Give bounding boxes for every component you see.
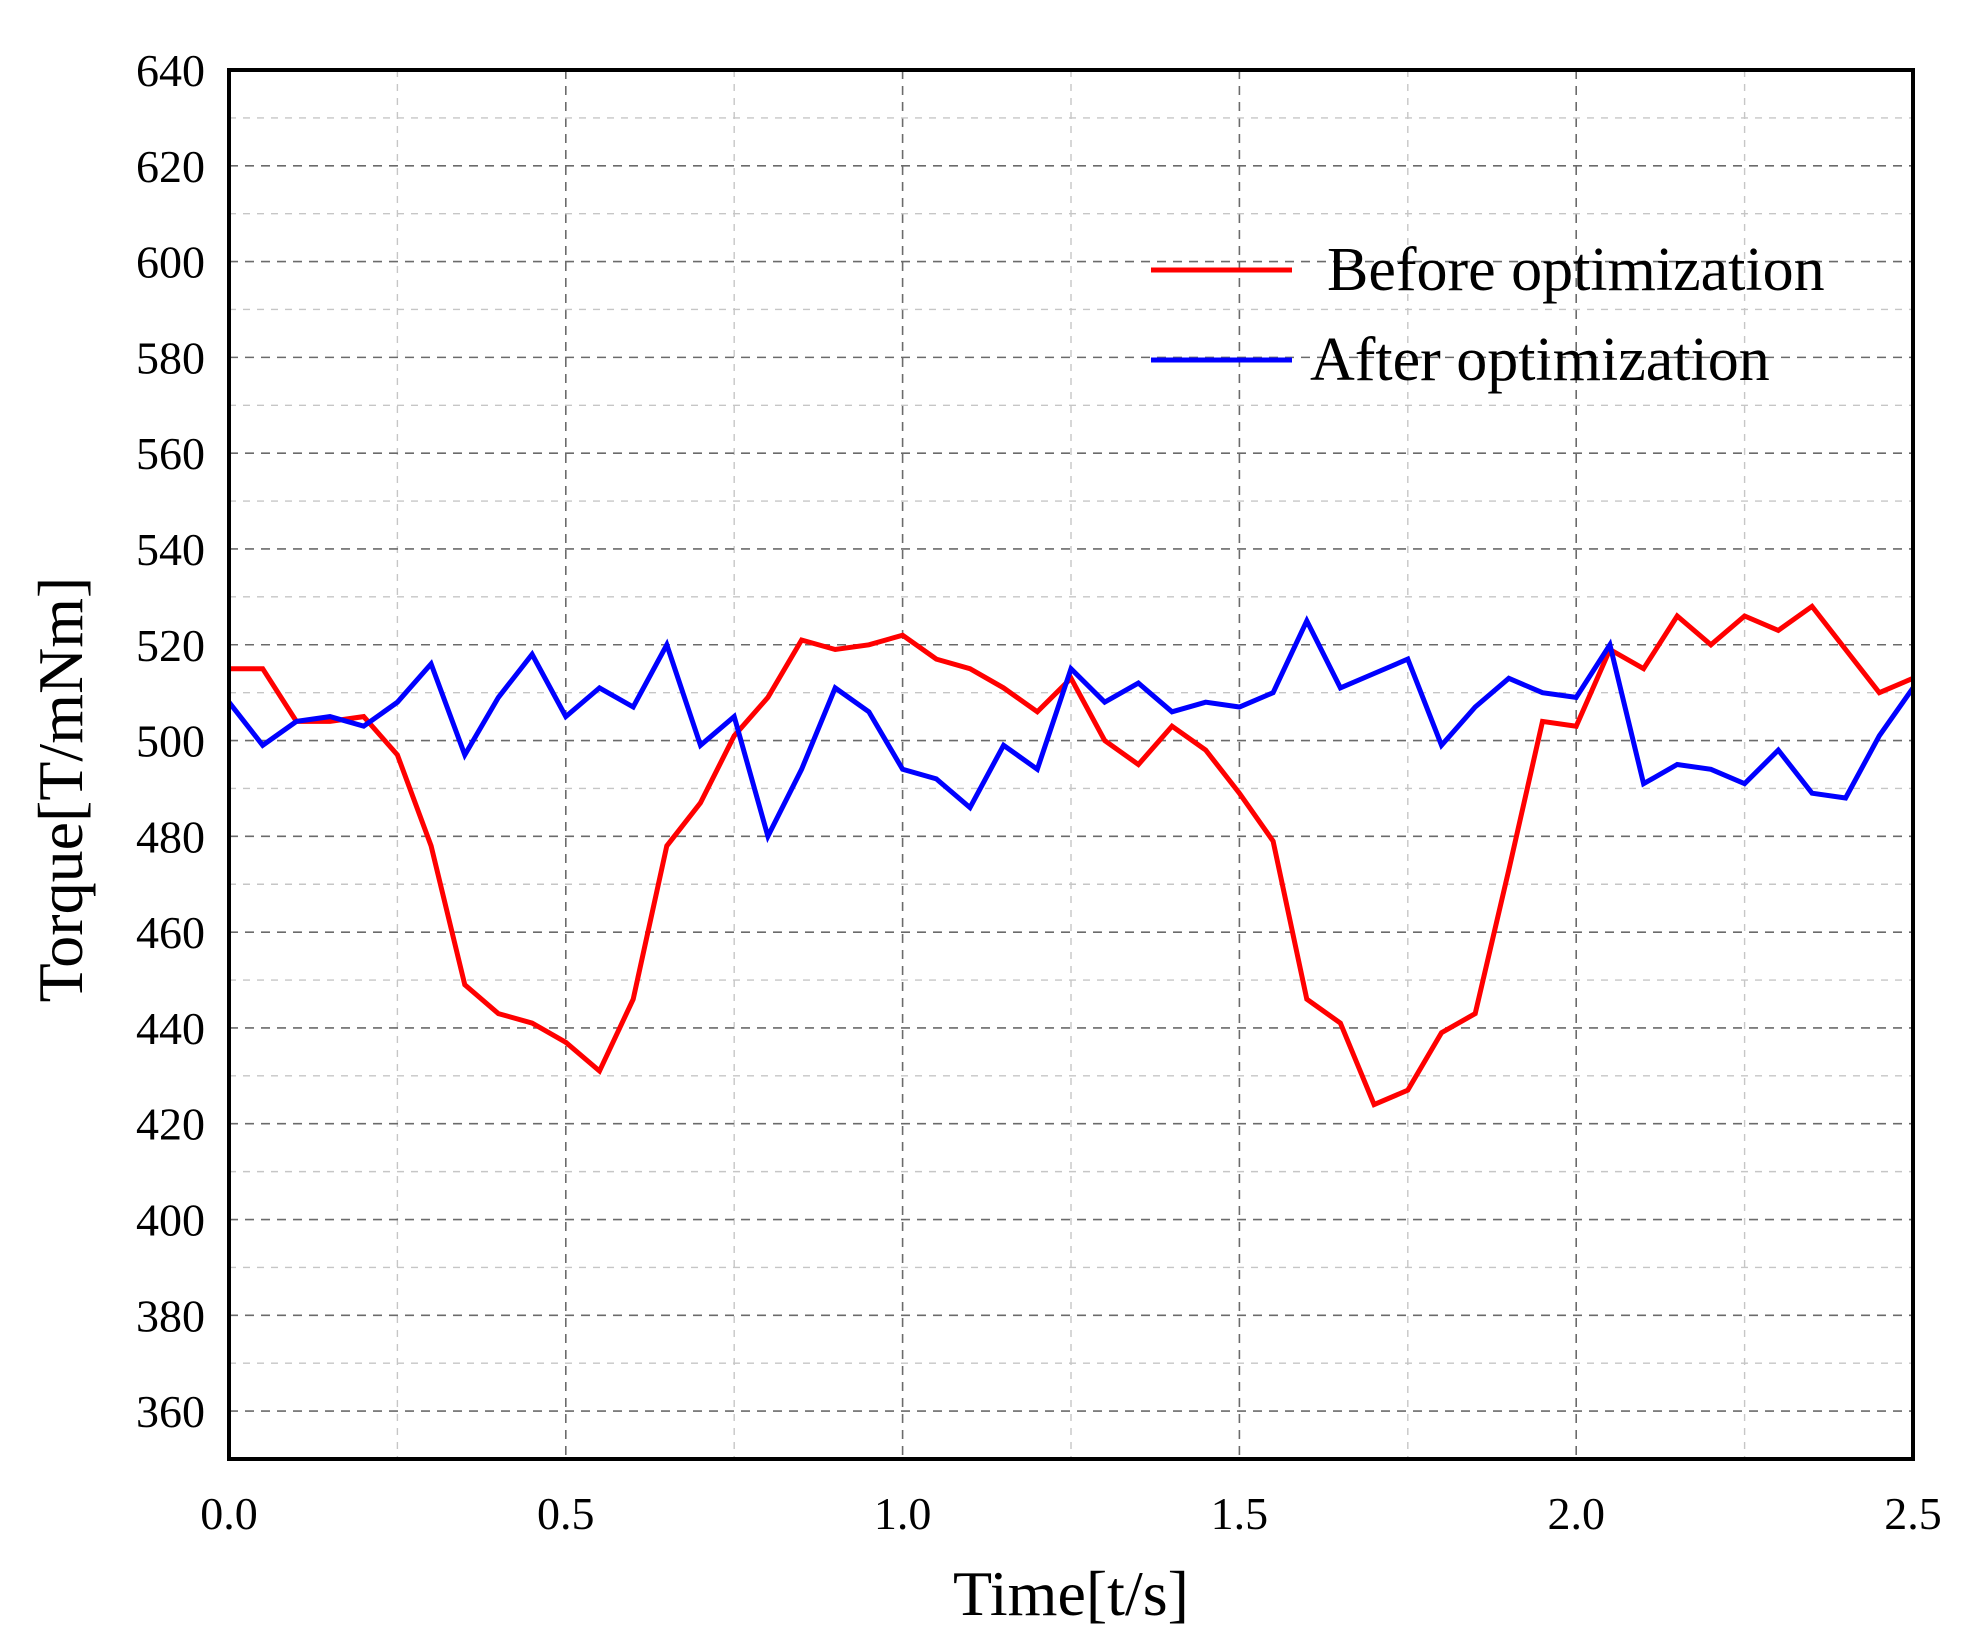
y-tick-label: 620 (136, 141, 205, 192)
y-axis-tick-labels: 360 380 400 420 440 460 480 500 520 540 560 580 600 6… (136, 45, 205, 1437)
x-axis-title: Time[t/s] (953, 1558, 1189, 1629)
y-tick-label: 460 (136, 907, 205, 958)
x-tick-label: 0.5 (537, 1488, 595, 1539)
y-tick-label: 540 (136, 524, 205, 575)
legend-label-before-optimization: Before optimization (1327, 236, 1825, 304)
y-tick-label: 600 (136, 237, 205, 288)
series-line-before-optimization (229, 602, 1914, 1108)
y-tick-label: 360 (136, 1386, 205, 1437)
legend-label-after-optimization: After optimization (1310, 326, 1770, 394)
y-tick-label: 640 (136, 45, 205, 96)
grid (229, 70, 1913, 1459)
series-lines (227, 602, 1916, 1108)
x-axis-tick-labels: 0.0 0.5 1.0 1.5 2.0 2.5 (200, 1488, 1942, 1539)
y-tick-label: 440 (136, 1003, 205, 1054)
series-line-after-optimization (227, 615, 1916, 844)
y-tick-label: 380 (136, 1290, 205, 1341)
x-tick-label: 1.5 (1211, 1488, 1269, 1539)
y-tick-label: 580 (136, 332, 205, 383)
y-tick-label: 500 (136, 716, 205, 767)
y-tick-label: 480 (136, 811, 205, 862)
y-axis-title: Torque[T/mNm] (25, 577, 96, 1003)
x-tick-label: 2.5 (1884, 1488, 1942, 1539)
plot-frame (227, 68, 1915, 1461)
legend: Before optimization After optimization (1151, 236, 1825, 394)
y-tick-label: 560 (136, 428, 205, 479)
y-tick-label: 520 (136, 620, 205, 671)
x-tick-label: 0.0 (200, 1488, 258, 1539)
y-tick-label: 420 (136, 1099, 205, 1150)
x-tick-label: 1.0 (874, 1488, 932, 1539)
x-tick-label: 2.0 (1547, 1488, 1605, 1539)
y-tick-label: 400 (136, 1195, 205, 1246)
